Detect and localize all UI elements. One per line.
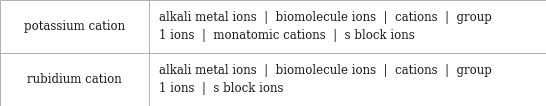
Text: alkali metal ions  |  biomolecule ions  |  cations  |  group: alkali metal ions | biomolecule ions | c…	[158, 11, 491, 24]
Text: rubidium cation: rubidium cation	[27, 73, 122, 86]
Text: 1 ions  |  s block ions: 1 ions | s block ions	[158, 82, 283, 95]
Text: alkali metal ions  |  biomolecule ions  |  cations  |  group: alkali metal ions | biomolecule ions | c…	[158, 64, 491, 77]
Text: potassium cation: potassium cation	[23, 20, 125, 33]
Text: 1 ions  |  monatomic cations  |  s block ions: 1 ions | monatomic cations | s block ion…	[158, 29, 414, 42]
